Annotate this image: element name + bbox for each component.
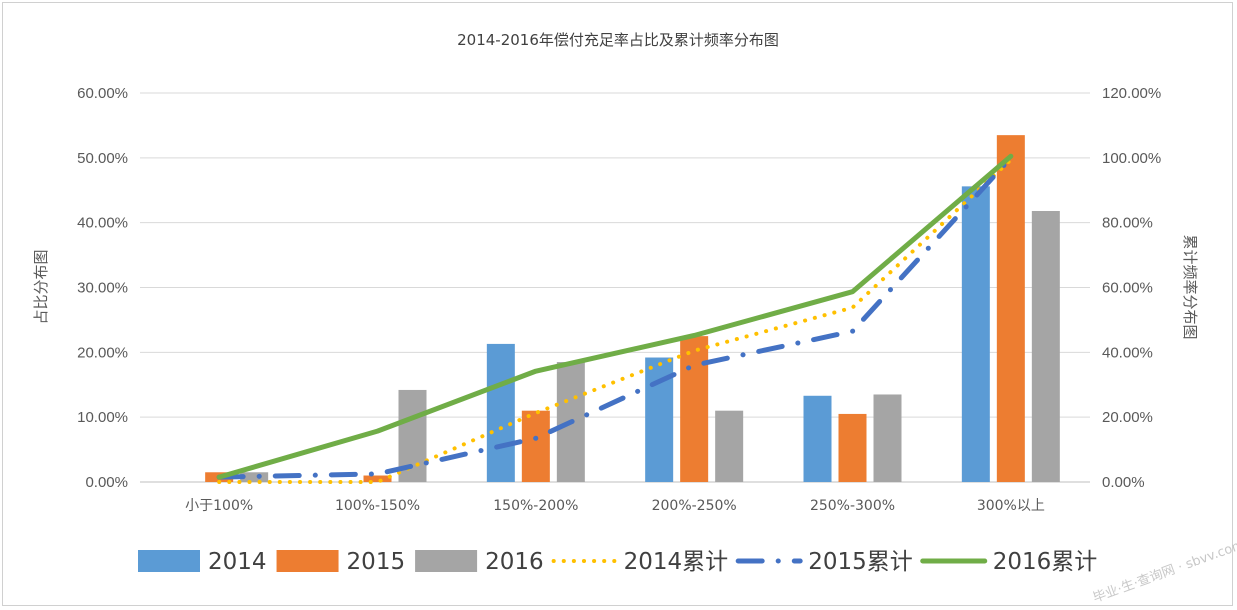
bar-2015	[838, 413, 867, 482]
line-2016累计	[216, 153, 1014, 480]
legend-swatch	[138, 550, 200, 572]
y-tick-label: 30.00%	[77, 280, 128, 297]
bar-2014	[803, 395, 832, 482]
legend-label: 2014	[208, 549, 267, 575]
bar-2015	[996, 135, 1025, 482]
y-tick-label: 0.00%	[85, 474, 128, 491]
category-label: 小于100%	[185, 498, 253, 514]
line-2014累计	[217, 157, 1013, 484]
y2-tick-label: 120.00%	[1102, 85, 1161, 102]
legend-label: 2016	[485, 549, 544, 575]
legend-label: 2016累计	[993, 549, 1098, 575]
y-tick-label: 40.00%	[77, 215, 128, 232]
y2-tick-label: 80.00%	[1102, 215, 1153, 232]
bar-2016	[873, 394, 902, 482]
legend-label: 2015	[347, 549, 406, 575]
category-labels: 小于100% 100%-150% 150%-200% 200%-250% 250%-30…	[185, 498, 1045, 514]
right-axis-title: 累计频率分布图	[1181, 234, 1199, 339]
bar-2016	[240, 472, 269, 482]
bar-2015	[521, 410, 550, 482]
right-axis-ticks: 0.00% 20.00% 40.00% 60.00% 80.00% 100.00% 120.…	[1102, 85, 1161, 491]
bar-2014	[486, 343, 515, 482]
legend-swatch	[415, 550, 478, 572]
legend-label: 2014累计	[624, 549, 729, 575]
y2-tick-label: 40.00%	[1102, 344, 1153, 361]
y-tick-label: 60.00%	[77, 85, 128, 102]
line-2015累计	[216, 155, 1014, 480]
category-label: 150%-200%	[493, 498, 578, 514]
y2-tick-label: 60.00%	[1102, 280, 1153, 297]
legend-swatch	[276, 550, 339, 572]
bar-2015	[680, 336, 709, 482]
legend-label: 2015累计	[808, 549, 913, 575]
bar-2016	[1031, 210, 1060, 482]
gridlines	[140, 92, 1090, 483]
category-label: 200%-250%	[652, 498, 737, 514]
y-tick-label: 50.00%	[77, 150, 128, 167]
bars	[205, 135, 1060, 483]
bar-2016	[715, 410, 744, 482]
chart-title: 2014-2016年偿付充足率占比及累计频率分布图	[457, 31, 779, 49]
category-label: 100%-150%	[335, 498, 420, 514]
left-axis-ticks: 0.00% 10.00% 20.00% 30.00% 40.00% 50.00% 60.00…	[77, 85, 128, 491]
legend: 2014 2015 2016 2014累计 2015累计 2016累计	[138, 549, 1097, 575]
y2-tick-label: 0.00%	[1102, 474, 1145, 491]
y-tick-label: 10.00%	[77, 409, 128, 426]
y2-tick-label: 20.00%	[1102, 409, 1153, 426]
cumulative-lines	[216, 153, 1014, 484]
category-label: 300%以上	[977, 498, 1045, 514]
watermark: 毕业·生·查询网 · sbvv.com	[1091, 537, 1237, 606]
bar-2014	[961, 186, 990, 483]
y-tick-label: 20.00%	[77, 344, 128, 361]
y2-tick-label: 100.00%	[1102, 150, 1161, 167]
bar-2015	[363, 475, 392, 482]
left-axis-title: 占比分布图	[32, 249, 50, 324]
category-label: 250%-300%	[810, 498, 895, 514]
